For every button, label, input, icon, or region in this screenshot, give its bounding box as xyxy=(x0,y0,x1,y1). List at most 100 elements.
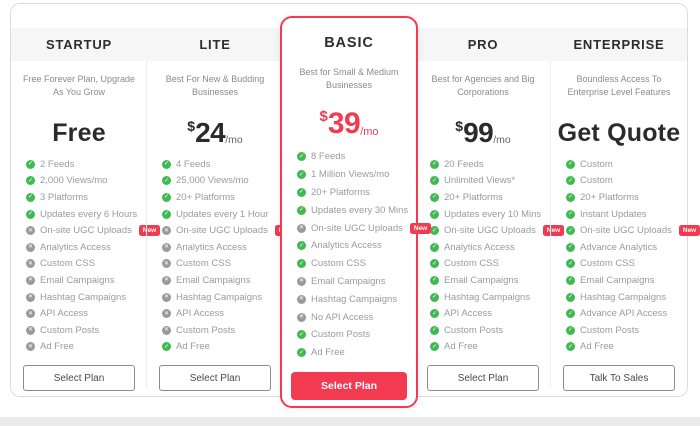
feature-list: ✓ 20 Feeds ✓ Unlimited Views* ✓ 20+ Platforms… xyxy=(415,156,565,356)
feature-label: Custom CSS xyxy=(444,258,499,270)
check-icon: ✓ xyxy=(297,348,306,358)
check-icon: ✓ xyxy=(162,176,171,186)
feature-label: 2 Feeds xyxy=(40,158,75,170)
pricing-column: STARTUP Free Forever Plan, Upgrade As Yo… xyxy=(11,4,161,396)
feature-item: ✓ 1 Million Views/mo xyxy=(297,166,410,184)
check-icon: ✓ xyxy=(430,226,439,236)
check-icon: ✓ xyxy=(566,259,575,269)
check-icon: ✓ xyxy=(297,330,306,340)
feature-item: ✕ Custom Posts xyxy=(26,322,141,339)
feature-item: ✓ 3 Platforms xyxy=(26,189,141,206)
check-icon: ✓ xyxy=(297,170,306,180)
feature-item: ✓ Ad Free xyxy=(430,339,545,356)
feature-item: ✓ Ad Free xyxy=(297,344,410,362)
feature-label: Custom Posts xyxy=(580,324,640,336)
check-icon: ✓ xyxy=(162,342,171,352)
check-icon: ✓ xyxy=(162,159,171,169)
select-plan-button[interactable]: Select Plan xyxy=(427,365,539,392)
feature-label: On-site UGC Uploads xyxy=(311,222,403,234)
select-plan-button[interactable]: Select Plan xyxy=(291,371,407,400)
feature-item: ✓ 20+ Platforms xyxy=(430,189,545,206)
feature-label: Custom xyxy=(580,175,613,187)
check-icon: ✓ xyxy=(297,241,306,251)
cross-icon: ✕ xyxy=(297,276,306,286)
feature-label: Ad Free xyxy=(176,341,210,353)
check-icon: ✓ xyxy=(26,192,35,202)
feature-label: Ad Free xyxy=(580,341,614,353)
check-icon: ✓ xyxy=(430,209,439,219)
check-icon: ✓ xyxy=(430,242,439,252)
check-icon: ✓ xyxy=(566,226,575,236)
select-plan-button[interactable]: Talk To Sales xyxy=(563,365,675,392)
feature-label: API Access xyxy=(40,308,89,320)
feature-item: ✕ Hashtag Campaigns xyxy=(297,290,410,308)
feature-label: 20+ Platforms xyxy=(444,191,503,203)
feature-item: ✓ Advance API Access xyxy=(566,305,681,322)
feature-item: ✕ Email Campaigns xyxy=(162,272,277,289)
feature-label: Custom Posts xyxy=(311,329,371,341)
feature-label: Custom Posts xyxy=(176,324,236,336)
check-icon: ✓ xyxy=(430,159,439,169)
price-period: /mo xyxy=(225,134,243,146)
plan-name: LITE xyxy=(147,28,283,61)
price-amount: 39 xyxy=(327,107,361,140)
feature-label: On-site UGC Uploads xyxy=(444,225,536,237)
feature-item: ✓ On-site UGC Uploads New xyxy=(430,222,565,239)
feature-label: Hashtag Campaigns xyxy=(176,291,263,303)
feature-item: ✓ 2 Feeds xyxy=(26,156,141,173)
check-icon: ✓ xyxy=(566,192,575,202)
feature-item: ✓ Unlimited Views* xyxy=(430,173,545,190)
feature-label: Hashtag Campaigns xyxy=(580,291,667,303)
feature-item: ✓ Ad Free xyxy=(566,339,681,356)
feature-label: 20+ Platforms xyxy=(580,191,639,203)
feature-item: ✓ On-site UGC Uploads New xyxy=(566,222,700,239)
feature-label: 20 Feeds xyxy=(444,158,484,170)
feature-item: ✓ Custom CSS xyxy=(430,256,545,273)
check-icon: ✓ xyxy=(430,176,439,186)
feature-item: ✕ Analytics Access xyxy=(162,239,277,256)
feature-label: Analytics Access xyxy=(444,241,515,253)
cross-icon: ✕ xyxy=(26,226,35,236)
feature-item: ✓ Updates every 6 Hours xyxy=(26,206,141,223)
check-icon: ✓ xyxy=(297,205,306,215)
feature-label: Email Campaigns xyxy=(40,274,115,286)
feature-item: ✓ 20+ Platforms xyxy=(297,184,410,202)
feature-label: 8 Feeds xyxy=(311,151,346,163)
feature-item: ✓ Advance Analytics xyxy=(566,239,681,256)
cross-icon: ✕ xyxy=(162,275,171,285)
feature-label: API Access xyxy=(176,308,225,320)
feature-item: ✓ 2,000 Views/mo xyxy=(26,173,141,190)
feature-label: Hashtag Campaigns xyxy=(311,293,398,305)
feature-item: ✓ Email Campaigns xyxy=(430,272,545,289)
plan-subtitle: Free Forever Plan, Upgrade As You Grow xyxy=(22,74,136,97)
price-period: /mo xyxy=(360,126,379,138)
feature-item: ✓ Hashtag Campaigns xyxy=(566,289,681,306)
feature-label: Analytics Access xyxy=(40,241,111,253)
feature-item: ✓ Custom Posts xyxy=(430,322,545,339)
cross-icon: ✕ xyxy=(297,294,306,304)
feature-label: Custom CSS xyxy=(580,258,635,270)
plan-name: PRO xyxy=(415,28,551,61)
feature-label: Custom CSS xyxy=(311,258,366,270)
check-icon: ✓ xyxy=(26,209,35,219)
feature-item: ✕ Custom CSS xyxy=(26,256,141,273)
feature-label: On-site UGC Uploads xyxy=(580,225,672,237)
feature-item: ✓ Instant Updates xyxy=(566,206,681,223)
select-plan-button[interactable]: Select Plan xyxy=(159,365,271,392)
check-icon: ✓ xyxy=(430,275,439,285)
feature-label: On-site UGC Uploads xyxy=(40,225,132,237)
feature-item: ✓ Custom Posts xyxy=(566,322,681,339)
cross-icon: ✕ xyxy=(26,342,35,352)
feature-label: Ad Free xyxy=(40,341,74,353)
check-icon: ✓ xyxy=(566,159,575,169)
feature-item: ✓ Analytics Access xyxy=(297,237,410,255)
select-plan-button[interactable]: Select Plan xyxy=(23,365,135,392)
feature-label: Updates every 10 Mins xyxy=(444,208,542,220)
feature-label: Email Campaigns xyxy=(580,274,655,286)
feature-item: ✓ Ad Free xyxy=(162,339,277,356)
cross-icon: ✕ xyxy=(26,242,35,252)
feature-label: Email Campaigns xyxy=(311,275,386,287)
feature-label: Hashtag Campaigns xyxy=(444,291,531,303)
price-amount: 99 xyxy=(463,117,494,148)
